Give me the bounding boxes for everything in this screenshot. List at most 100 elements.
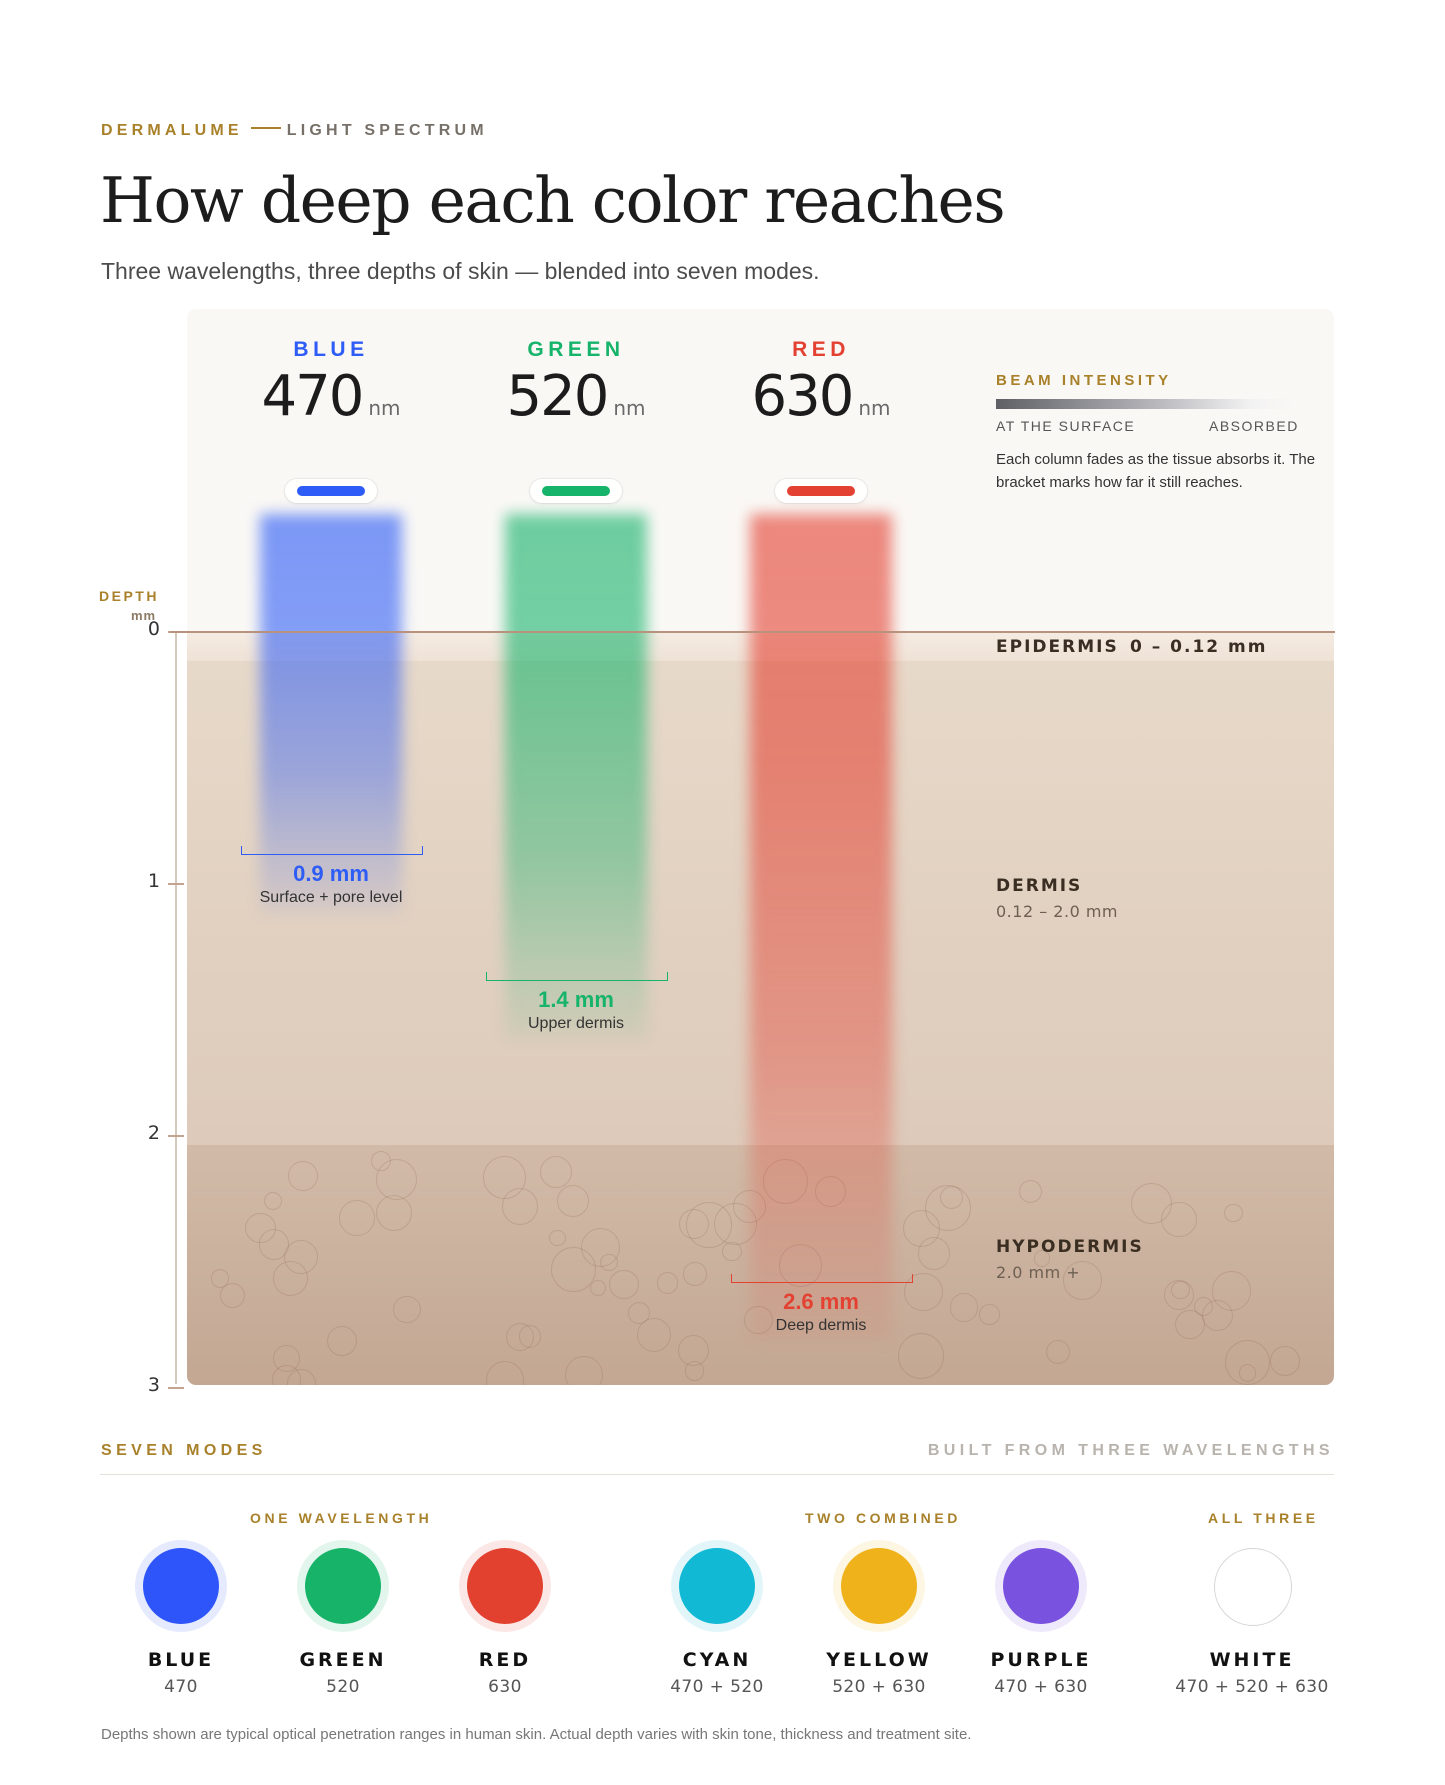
wavelength-name: BLUE: [293, 338, 369, 361]
fat-cell: [609, 1269, 639, 1299]
intensity-left-label: AT THE SURFACE: [996, 418, 1136, 434]
wavelength-number: 520: [506, 364, 609, 429]
mode-color-dot: [679, 1548, 755, 1624]
fat-cell: [917, 1237, 951, 1270]
fat-cell: [679, 1209, 709, 1239]
wavelength-value: 520 nm: [451, 364, 701, 429]
skin-surface-line: [170, 631, 1335, 633]
intensity-note: Each column fades as the tissue absorbs …: [996, 451, 1316, 491]
kicker-rule: [250, 127, 281, 129]
fat-cell: [210, 1269, 229, 1288]
fat-cell: [288, 1161, 318, 1191]
fat-cell: [1163, 1280, 1194, 1310]
fat-cell: [518, 1324, 542, 1348]
mode-name: WHITE: [1209, 1649, 1295, 1671]
mode-swatch-yellow: [833, 1540, 925, 1632]
depth-tick-label: 3: [147, 1374, 160, 1396]
wavelength-value: 630 nm: [696, 364, 946, 429]
mode-swatch-purple: [995, 1540, 1087, 1632]
mode-wavelengths: 470 + 520: [670, 1677, 764, 1697]
page-subtitle: Three wavelengths, three depths of skin …: [101, 258, 820, 284]
mode-name: PURPLE: [990, 1649, 1092, 1671]
fat-cell: [924, 1184, 971, 1231]
footnote: Depths shown are typical optical penetra…: [101, 1726, 972, 1743]
fat-cell: [949, 1293, 978, 1322]
fat-cell: [375, 1195, 413, 1232]
mode-wavelengths: 470 + 520 + 630: [1175, 1677, 1329, 1697]
fat-cell: [327, 1325, 358, 1356]
fat-cell: [557, 1184, 590, 1218]
depth-description: Surface + pore level: [259, 888, 403, 906]
emitter-green: [530, 479, 622, 503]
intensity-legend-title: BEAM INTENSITY: [996, 372, 1172, 389]
fat-cell: [1211, 1270, 1252, 1311]
fat-cell: [627, 1301, 651, 1325]
mode-name: BLUE: [147, 1649, 215, 1671]
layer-range-dermis: 0.12 – 2.0 mm: [996, 902, 1118, 921]
beam-green: [505, 514, 647, 1039]
fat-cell: [1034, 1250, 1051, 1267]
modes-divider: [100, 1474, 1334, 1475]
mode-color-dot: [1214, 1548, 1292, 1626]
depth-tick: [168, 883, 184, 885]
group-one-wavelength: ONE WAVELENGTH: [250, 1510, 433, 1526]
layer-name-hypodermis: HYPODERMIS: [996, 1237, 1144, 1257]
emitter-blue: [285, 479, 377, 503]
depth-bracket: [486, 971, 668, 981]
fat-cell: [678, 1335, 710, 1367]
fat-cell: [1019, 1180, 1043, 1204]
fat-cell: [636, 1317, 672, 1353]
mode-wavelengths: 470 + 630: [994, 1677, 1088, 1697]
kicker: DERMALUME LIGHT SPECTRUM: [101, 122, 488, 140]
depth-value-label: 1.4 mm: [538, 986, 614, 1012]
depth-axis-unit: mm: [131, 608, 157, 623]
fat-cell: [600, 1253, 618, 1272]
mode-swatch-red: [459, 1540, 551, 1632]
group-two-combined: TWO COMBINED: [805, 1510, 961, 1526]
fat-cell: [1270, 1345, 1300, 1376]
wavelength-number: 470: [261, 364, 364, 429]
fat-cell: [550, 1247, 596, 1293]
mode-name: YELLOW: [826, 1649, 932, 1671]
fat-cell: [722, 1242, 742, 1262]
mode-name: GREEN: [299, 1649, 387, 1671]
fat-cell: [483, 1156, 527, 1200]
depth-tick-label: 2: [147, 1122, 160, 1144]
fat-cell: [904, 1272, 943, 1312]
fat-cell: [549, 1229, 567, 1247]
intensity-right-label: ABSORBED: [1209, 418, 1299, 434]
fat-cell: [392, 1295, 421, 1324]
mode-color-dot: [841, 1548, 917, 1624]
depth-value-label: 2.6 mm: [783, 1289, 859, 1315]
mode-name: RED: [478, 1649, 532, 1671]
mode-wavelengths: 470: [164, 1677, 198, 1697]
depth-tick-label: 1: [147, 870, 160, 892]
section-name: LIGHT SPECTRUM: [286, 122, 488, 139]
mode-color-dot: [1003, 1548, 1079, 1624]
layer-name-epidermis: EPIDERMIS: [996, 637, 1119, 657]
mode-wavelengths: 520: [326, 1677, 360, 1697]
fat-cell: [589, 1279, 607, 1297]
layer-range-hypodermis: 2.0 mm +: [996, 1263, 1081, 1282]
depth-description: Upper dermis: [527, 1014, 625, 1032]
depth-axis-line: [175, 632, 177, 1384]
depth-tick: [168, 1387, 184, 1389]
group-all-three: ALL THREE: [1208, 1510, 1319, 1526]
modes-subtitle: BUILT FROM THREE WAVELENGTHS: [927, 1442, 1334, 1459]
fat-cell: [1225, 1340, 1271, 1385]
fat-cell: [220, 1283, 246, 1309]
fat-cell: [1175, 1309, 1205, 1340]
mode-color-dot: [305, 1548, 381, 1624]
wavelength-unit: nm: [858, 396, 891, 420]
wavelength-number: 630: [751, 364, 854, 429]
fat-cell: [978, 1304, 1000, 1326]
fat-cell: [339, 1200, 375, 1236]
fat-cell: [1224, 1203, 1243, 1222]
mode-color-dot: [467, 1548, 543, 1624]
modes-title: SEVEN MODES: [101, 1442, 267, 1459]
wavelength-unit: nm: [368, 396, 401, 420]
fat-cell: [1045, 1339, 1070, 1364]
fat-cell: [263, 1191, 283, 1211]
wavelength-unit: nm: [613, 396, 646, 420]
fat-cell: [283, 1239, 319, 1275]
